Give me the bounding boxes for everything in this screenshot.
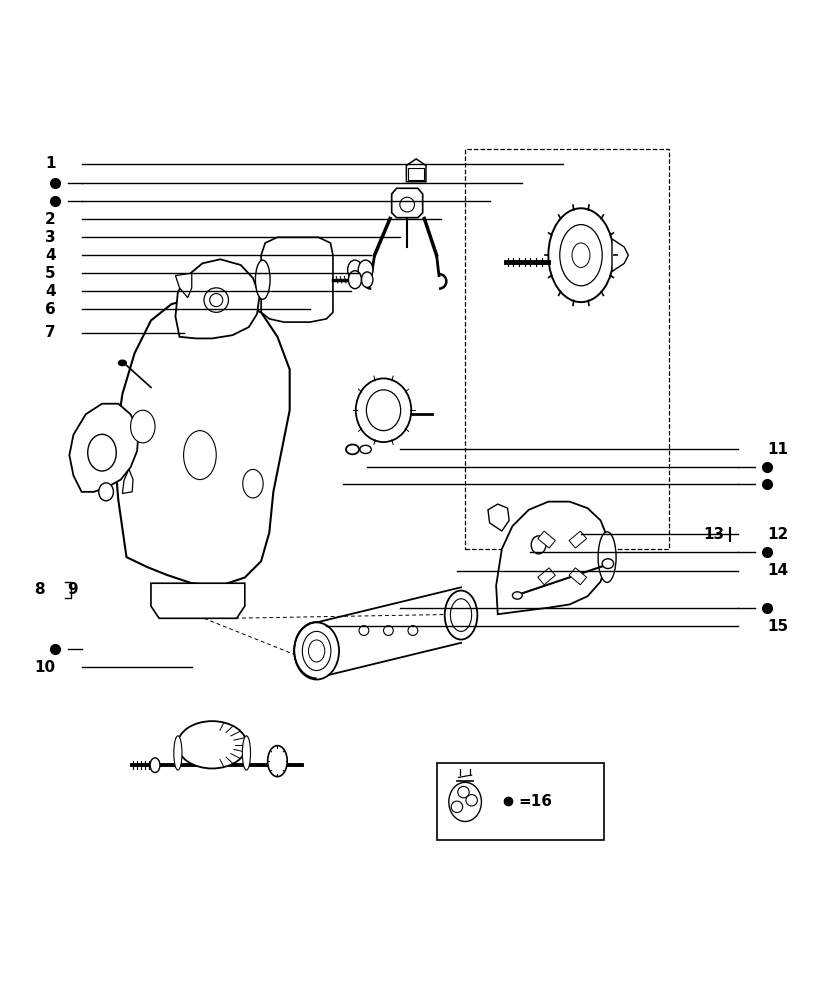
Ellipse shape xyxy=(366,390,401,431)
Text: 14: 14 xyxy=(767,563,788,578)
Ellipse shape xyxy=(360,445,371,453)
Ellipse shape xyxy=(400,197,415,212)
Circle shape xyxy=(210,294,223,307)
Ellipse shape xyxy=(243,469,263,498)
Bar xyxy=(437,763,604,840)
Ellipse shape xyxy=(204,288,228,312)
PathPatch shape xyxy=(69,404,139,492)
Ellipse shape xyxy=(88,434,116,471)
Ellipse shape xyxy=(445,591,477,640)
Bar xyxy=(465,149,669,549)
Ellipse shape xyxy=(512,592,522,599)
Text: 2: 2 xyxy=(45,212,55,227)
Text: 6: 6 xyxy=(45,302,55,317)
Ellipse shape xyxy=(358,260,373,280)
PathPatch shape xyxy=(122,469,133,493)
Ellipse shape xyxy=(348,260,362,280)
Ellipse shape xyxy=(449,782,481,822)
Bar xyxy=(569,568,587,585)
Text: 15: 15 xyxy=(767,619,788,634)
Ellipse shape xyxy=(242,736,251,770)
Bar xyxy=(408,168,424,180)
Text: 4: 4 xyxy=(45,248,55,263)
Ellipse shape xyxy=(150,758,160,773)
Text: 12: 12 xyxy=(767,527,788,542)
PathPatch shape xyxy=(488,504,509,531)
Text: 7: 7 xyxy=(45,325,55,340)
Ellipse shape xyxy=(177,721,246,768)
PathPatch shape xyxy=(114,296,290,586)
Text: 5: 5 xyxy=(45,266,55,281)
Bar xyxy=(538,531,556,548)
Text: 1: 1 xyxy=(45,156,55,171)
PathPatch shape xyxy=(496,502,607,614)
Ellipse shape xyxy=(174,736,182,770)
Ellipse shape xyxy=(99,483,113,501)
Ellipse shape xyxy=(548,208,614,302)
Text: 8: 8 xyxy=(34,582,45,597)
PathPatch shape xyxy=(175,273,192,298)
Ellipse shape xyxy=(131,410,155,443)
Ellipse shape xyxy=(184,431,216,480)
Text: 3: 3 xyxy=(45,230,55,245)
Bar xyxy=(538,568,556,585)
PathPatch shape xyxy=(175,259,259,338)
PathPatch shape xyxy=(406,159,426,182)
Text: 13: 13 xyxy=(703,527,725,542)
Text: 11: 11 xyxy=(767,442,788,457)
Ellipse shape xyxy=(308,640,325,662)
Ellipse shape xyxy=(268,746,287,777)
Ellipse shape xyxy=(348,271,361,289)
Ellipse shape xyxy=(356,378,411,442)
Text: 4: 4 xyxy=(45,284,55,299)
Text: 10: 10 xyxy=(34,660,55,675)
Ellipse shape xyxy=(560,225,602,286)
Ellipse shape xyxy=(118,360,126,366)
PathPatch shape xyxy=(151,583,245,618)
Ellipse shape xyxy=(255,260,270,299)
Ellipse shape xyxy=(531,536,546,554)
Ellipse shape xyxy=(302,631,331,671)
Ellipse shape xyxy=(572,243,590,267)
PathPatch shape xyxy=(612,239,628,272)
Ellipse shape xyxy=(602,559,614,569)
Ellipse shape xyxy=(450,599,472,631)
Ellipse shape xyxy=(598,532,616,582)
Bar xyxy=(569,531,587,548)
PathPatch shape xyxy=(392,188,423,218)
Text: =16: =16 xyxy=(518,794,552,809)
Ellipse shape xyxy=(294,622,339,680)
Text: 9: 9 xyxy=(67,582,78,597)
PathPatch shape xyxy=(261,237,333,322)
Ellipse shape xyxy=(361,272,373,287)
